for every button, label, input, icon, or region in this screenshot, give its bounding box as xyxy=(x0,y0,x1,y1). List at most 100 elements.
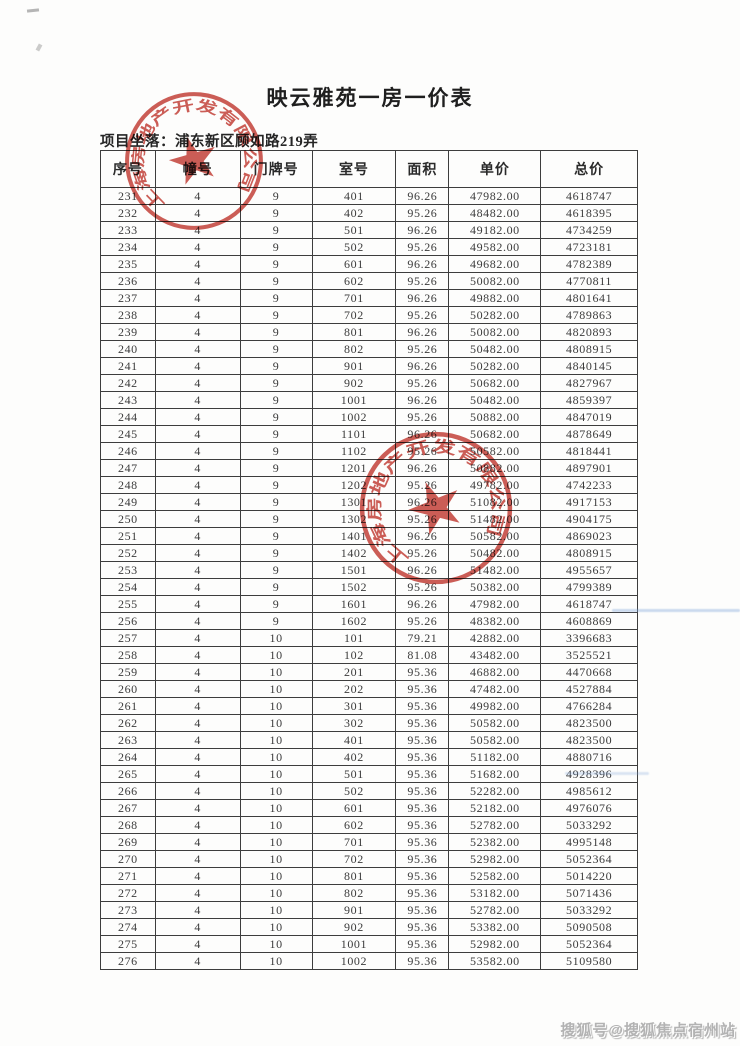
column-header: 面积 xyxy=(395,150,450,188)
table-cell: 95.36 xyxy=(395,901,450,919)
table-cell: 702 xyxy=(311,850,397,868)
table-cell: 401 xyxy=(311,731,397,749)
table-row: 251 4 9 1401 96.26 50582.00 4869023 xyxy=(100,527,638,545)
table-cell: 4 xyxy=(154,748,241,766)
table-row: 257 4 10 101 79.21 42882.00 3396683 xyxy=(100,629,638,647)
table-cell: 261 xyxy=(100,697,156,715)
table-cell: 50882.00 xyxy=(448,459,542,477)
table-cell: 50382.00 xyxy=(448,578,542,596)
column-header: 单价 xyxy=(448,150,542,188)
table-cell: 4618747 xyxy=(540,187,638,205)
table-cell: 4 xyxy=(154,952,241,970)
table-cell: 265 xyxy=(100,765,156,783)
table-cell: 4847019 xyxy=(540,408,638,426)
table-cell: 95.26 xyxy=(395,442,450,460)
table-cell: 95.26 xyxy=(395,306,450,324)
table-cell: 4 xyxy=(154,272,241,290)
table-cell: 252 xyxy=(100,544,156,562)
table-cell: 601 xyxy=(311,799,397,817)
table-cell: 1101 xyxy=(311,425,397,443)
table-cell: 95.26 xyxy=(395,578,450,596)
table-cell: 1001 xyxy=(311,935,397,953)
table-cell: 10 xyxy=(239,952,313,970)
column-header: 门牌号 xyxy=(239,150,313,188)
table-cell: 248 xyxy=(100,476,156,494)
table-row: 263 4 10 401 95.36 50582.00 4823500 xyxy=(100,731,638,749)
table-cell: 95.36 xyxy=(395,799,450,817)
table-cell: 4 xyxy=(154,935,241,953)
table-cell: 202 xyxy=(311,680,397,698)
price-table-header: 序号 幢号 门牌号 室号 面积 单价 总价 xyxy=(100,150,638,188)
table-cell: 9 xyxy=(239,425,313,443)
table-cell: 9 xyxy=(239,340,313,358)
table-cell: 95.36 xyxy=(395,714,450,732)
table-cell: 4734259 xyxy=(540,221,638,239)
table-cell: 4995148 xyxy=(540,833,638,851)
table-cell: 257 xyxy=(100,629,156,647)
table-row: 270 4 10 702 95.36 52982.00 5052364 xyxy=(100,850,638,868)
table-cell: 9 xyxy=(239,595,313,613)
table-cell: 4 xyxy=(154,374,241,392)
table-cell: 51082.00 xyxy=(448,493,542,511)
table-cell: 52782.00 xyxy=(448,816,542,834)
table-cell: 95.26 xyxy=(395,408,450,426)
table-cell: 4880716 xyxy=(540,748,638,766)
table-cell: 301 xyxy=(311,697,397,715)
table-cell: 46882.00 xyxy=(448,663,542,681)
table-cell: 9 xyxy=(239,442,313,460)
table-cell: 266 xyxy=(100,782,156,800)
table-cell: 10 xyxy=(239,799,313,817)
table-cell: 96.26 xyxy=(395,323,450,341)
table-row: 235 4 9 601 96.26 49682.00 4782389 xyxy=(100,255,638,273)
table-cell: 4 xyxy=(154,612,241,630)
table-cell: 10 xyxy=(239,765,313,783)
table-cell: 49682.00 xyxy=(448,255,542,273)
table-cell: 902 xyxy=(311,374,397,392)
table-cell: 1601 xyxy=(311,595,397,613)
table-cell: 9 xyxy=(239,306,313,324)
table-cell: 95.26 xyxy=(395,238,450,256)
table-cell: 48382.00 xyxy=(448,612,542,630)
table-cell: 10 xyxy=(239,663,313,681)
table-cell: 4818441 xyxy=(540,442,638,460)
table-cell: 9 xyxy=(239,289,313,307)
table-cell: 5071436 xyxy=(540,884,638,902)
table-cell: 4 xyxy=(154,527,241,545)
table-cell: 802 xyxy=(311,884,397,902)
table-cell: 95.36 xyxy=(395,697,450,715)
table-cell: 276 xyxy=(100,952,156,970)
table-cell: 4 xyxy=(154,323,241,341)
table-cell: 4527884 xyxy=(540,680,638,698)
table-row: 242 4 9 902 95.26 50682.00 4827967 xyxy=(100,374,638,392)
table-cell: 1401 xyxy=(311,527,397,545)
table-cell: 47982.00 xyxy=(448,595,542,613)
table-cell: 4976076 xyxy=(540,799,638,817)
table-cell: 4 xyxy=(154,816,241,834)
table-cell: 50082.00 xyxy=(448,323,542,341)
table-cell: 4 xyxy=(154,833,241,851)
table-row: 258 4 10 102 81.08 43482.00 3525521 xyxy=(100,646,638,664)
table-cell: 9 xyxy=(239,357,313,375)
table-cell: 95.36 xyxy=(395,952,450,970)
table-cell: 4 xyxy=(154,425,241,443)
table-cell: 49882.00 xyxy=(448,289,542,307)
table-cell: 4 xyxy=(154,646,241,664)
table-cell: 1501 xyxy=(311,561,397,579)
table-cell: 95.26 xyxy=(395,340,450,358)
table-cell: 240 xyxy=(100,340,156,358)
table-cell: 1001 xyxy=(311,391,397,409)
table-cell: 9 xyxy=(239,238,313,256)
table-cell: 253 xyxy=(100,561,156,579)
price-table-body: 231 4 9 401 96.26 47982.00 4618747 232 4 9 402 95.2… xyxy=(100,187,638,970)
table-cell: 4 xyxy=(154,561,241,579)
table-cell: 4 xyxy=(154,663,241,681)
table-cell: 244 xyxy=(100,408,156,426)
table-row: 245 4 9 1101 96.26 50682.00 4878649 xyxy=(100,425,638,443)
table-cell: 4782389 xyxy=(540,255,638,273)
table-row: 231 4 9 401 96.26 47982.00 4618747 xyxy=(100,187,638,205)
table-cell: 96.26 xyxy=(395,221,450,239)
table-row: 244 4 9 1002 95.26 50882.00 4847019 xyxy=(100,408,638,426)
table-cell: 10 xyxy=(239,867,313,885)
table-cell: 52182.00 xyxy=(448,799,542,817)
table-cell: 95.26 xyxy=(395,510,450,528)
